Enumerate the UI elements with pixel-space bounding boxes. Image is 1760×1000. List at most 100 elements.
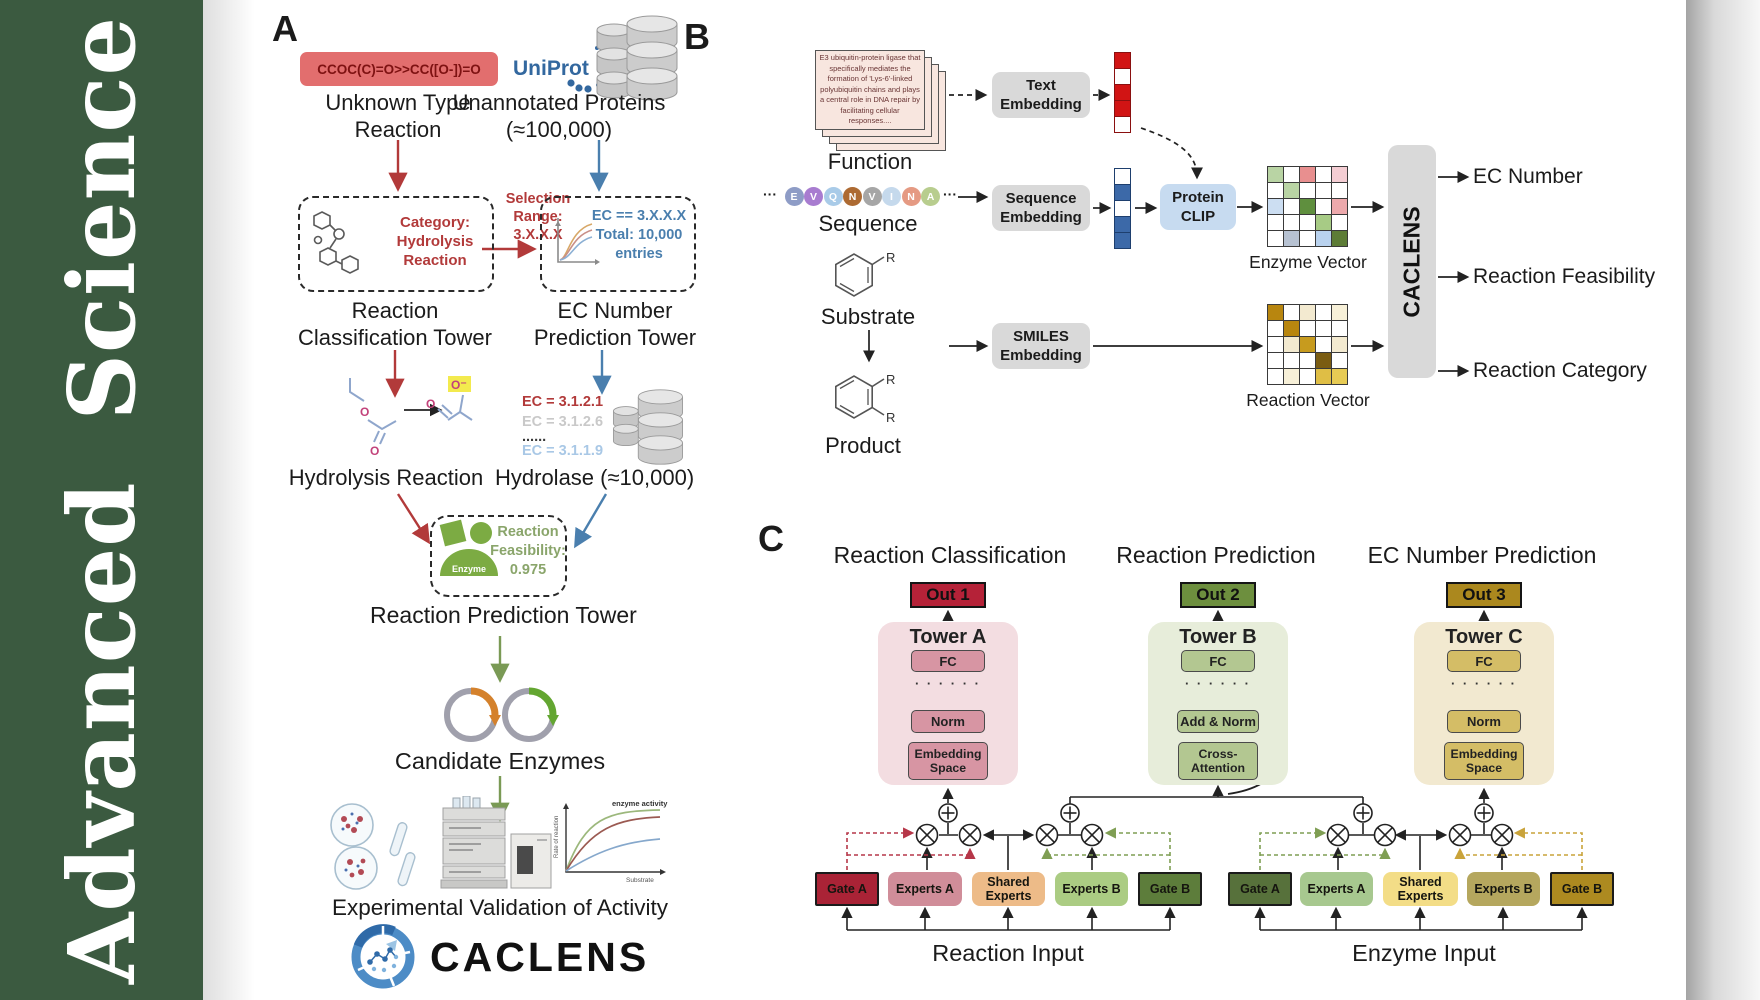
- activity-plot: enzyme activity Rate of reaction Substra…: [554, 799, 668, 884]
- protein-clip-label: Protein CLIP: [1172, 189, 1224, 225]
- product-structure: R R: [834, 372, 895, 425]
- vector-cell: [1332, 305, 1347, 320]
- moe2-experts-b: Experts B: [1467, 872, 1540, 906]
- vector-cell: [1284, 215, 1299, 230]
- vector-cell: [1284, 183, 1299, 198]
- vector-cell: [1332, 183, 1347, 198]
- hydrolysis-label: Hydrolysis Reaction: [288, 465, 484, 490]
- unannotated-label: Unannotated Proteins (≈100,000): [452, 90, 666, 142]
- tower-a-embedding-space-label: Embedding Space: [914, 747, 982, 775]
- caclens-module-bar: CACLENS: [1388, 145, 1436, 378]
- tower-c-fc: FC: [1447, 650, 1521, 672]
- vector-cell: [1332, 321, 1347, 336]
- moe1-experts-b-label: Experts B: [1062, 882, 1121, 896]
- tower-c-fc-label: FC: [1475, 653, 1493, 669]
- classification-tower-label: Reaction Classification Tower: [297, 298, 492, 350]
- moe2-experts-b-label: Experts B: [1474, 882, 1533, 896]
- residue-circle: V: [804, 187, 823, 206]
- ec-selection-box: [540, 196, 696, 292]
- tower-b-fc-label: FC: [1209, 653, 1227, 669]
- moe2-gate-b: Gate B: [1550, 872, 1614, 906]
- out2-label: Out 2: [1196, 585, 1240, 604]
- db-back-stack: [596, 23, 632, 99]
- product-r1-label: R: [886, 372, 895, 387]
- residue-circle: Q: [823, 187, 843, 206]
- substrate-structure: R: [834, 250, 895, 297]
- hplc-instrument-icon: [440, 796, 552, 889]
- out1-label: Out 1: [926, 585, 970, 604]
- tower-a-embedding-space: Embedding Space: [908, 742, 988, 780]
- candidate-plasmids-icon: [444, 687, 559, 742]
- tower-c: Tower C FC · · · · · · Norm Embedding Sp…: [1414, 622, 1554, 785]
- tower-a-norm-label: Norm: [931, 714, 965, 729]
- svg-text:O: O: [426, 397, 435, 411]
- vector-cell: [1316, 305, 1331, 320]
- sequence-embedding-label: Sequence Embedding: [1000, 190, 1082, 226]
- tower-a: Tower A FC · · · · · · Norm Embedding Sp…: [878, 622, 1018, 785]
- sequence-label: Sequence: [818, 211, 918, 236]
- tower-a-norm: Norm: [911, 710, 985, 733]
- vector-cell: [1284, 305, 1299, 320]
- residue-circle: N: [843, 187, 862, 206]
- vector-cell: [1284, 369, 1299, 384]
- header-ec-number-prediction: EC Number Prediction: [1367, 542, 1597, 568]
- residue-circle: E: [784, 187, 804, 206]
- residue-circle: I: [882, 187, 901, 206]
- output-reaction-category: Reaction Category: [1473, 359, 1647, 382]
- vector-cell: [1268, 369, 1283, 384]
- page-left-shadow: [203, 0, 255, 1000]
- enzyme-vector-grid: [1267, 166, 1348, 247]
- vector-cell: [1316, 183, 1331, 198]
- vector-cell: [1316, 353, 1331, 368]
- ec-item-ellipsis: ......: [522, 429, 547, 445]
- ec-item-2: EC = 3.1.2.6: [522, 414, 604, 430]
- sample-prep-icon: [330, 803, 416, 890]
- vector-cell: [1268, 183, 1283, 198]
- caclens-emblem: [351, 924, 415, 989]
- moe2-shared-experts: Shared Experts: [1383, 872, 1458, 906]
- moe1-shared-experts-label: Shared Experts: [985, 875, 1032, 903]
- classification-input-box: [298, 196, 494, 292]
- tower-b-fc: FC: [1181, 650, 1255, 672]
- svg-text:O⁻: O⁻: [451, 378, 467, 392]
- vector-cell: [1332, 199, 1347, 214]
- page-right-curl: [1686, 0, 1760, 1000]
- ec-number-list: EC = 3.1.2.1 EC = 3.1.2.6 ...... EC = 3.…: [522, 394, 634, 459]
- ec-item-3: EC = 3.1.1.9: [522, 443, 604, 459]
- prediction-tower-label: Reaction Prediction Tower: [370, 602, 637, 628]
- moe1-gate-a-label: Gate A: [827, 882, 867, 896]
- vector-cell: [1268, 353, 1283, 368]
- enzyme-badge-text: Enzyme: [452, 564, 486, 574]
- vector-cell: [1115, 233, 1130, 248]
- tower-c-dots: · · · · · ·: [1450, 676, 1518, 691]
- candidate-enzymes-label: Candidate Enzymes: [394, 748, 606, 774]
- moe2-experts-a: Experts A: [1300, 872, 1373, 906]
- ec-item-1: EC = 3.1.2.1: [522, 394, 604, 410]
- vector-cell: [1332, 231, 1347, 246]
- tower-a-title: Tower A: [909, 626, 987, 648]
- vector-cell: [1268, 215, 1283, 230]
- vector-cell: [1316, 369, 1331, 384]
- function-card: E3 ubiquitin-protein ligase that specifi…: [815, 50, 925, 130]
- vector-cell: [1284, 167, 1299, 182]
- validation-label: Experimental Validation of Activity: [332, 895, 668, 920]
- smiles-embedding-box: SMILES Embedding: [992, 323, 1090, 369]
- vector-cell: [1300, 369, 1315, 384]
- residue-circle: A: [921, 187, 940, 206]
- vector-cell: [1300, 321, 1315, 336]
- vector-cell: [1316, 215, 1331, 230]
- tower-a-fc: FC: [911, 650, 985, 672]
- vector-cell: [1300, 337, 1315, 352]
- text-embedding-label: Text Embedding: [1000, 77, 1082, 113]
- plot-xlabel: Substrate: [626, 877, 654, 884]
- svg-text:O: O: [360, 405, 369, 419]
- vector-cell: [1115, 117, 1130, 132]
- panel-c-gate-lines: [846, 827, 1583, 870]
- moe-operator-icons: [915, 803, 1514, 847]
- caclens-wordmark: CACLENS: [430, 934, 650, 980]
- sequence-ellipsis-right: ···: [943, 186, 957, 202]
- vector-cell: [1268, 337, 1283, 352]
